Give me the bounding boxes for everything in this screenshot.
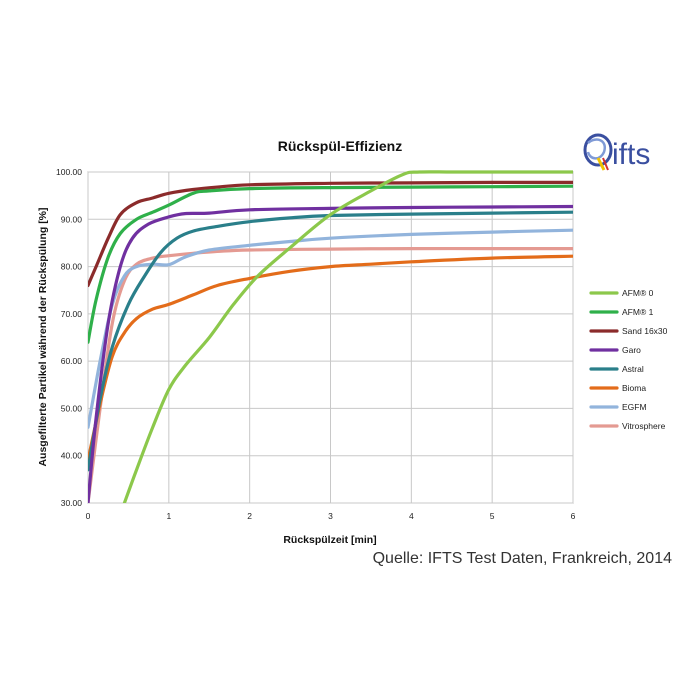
series-line-afm-0 xyxy=(122,170,573,503)
x-axis-label: Rückspülzeit [min] xyxy=(283,534,376,546)
plot-area xyxy=(87,171,574,504)
x-tick-label: 5 xyxy=(490,511,495,521)
y-tick-label: 70.00 xyxy=(61,309,83,319)
legend-label-afm-0: AFM® 0 xyxy=(622,288,654,298)
legend-label-bioma: Bioma xyxy=(622,383,646,393)
y-tick-label: 80.00 xyxy=(61,262,83,272)
legend-label-sand-16x30: Sand 16x30 xyxy=(622,326,668,336)
axis-ticks: 0 1 2 3 4 5 6 30.00 40.00 50.00 60.00 70.00 80.00 90.… xyxy=(56,167,576,521)
series-line-astral xyxy=(88,210,573,472)
y-tick-label: 60.00 xyxy=(61,356,83,366)
logo-text: ifts xyxy=(612,138,650,171)
series-lines xyxy=(88,170,573,503)
y-tick-label: 90.00 xyxy=(61,214,83,224)
x-tick-label: 0 xyxy=(86,511,91,521)
legend-label-afm-1: AFM® 1 xyxy=(622,307,654,317)
ifts-logo: ifts xyxy=(583,133,650,171)
y-tick-label: 30.00 xyxy=(61,498,83,508)
source-note: Quelle: IFTS Test Daten, Frankreich, 201… xyxy=(373,550,673,567)
legend-label-vitrosphere: Vitrosphere xyxy=(622,421,666,431)
legend-label-egfm: EGFM xyxy=(622,402,647,412)
y-tick-label: 100.00 xyxy=(56,167,82,177)
legend-label-astral: Astral xyxy=(622,364,644,374)
x-tick-label: 6 xyxy=(571,511,576,521)
series-line-vitrosphere xyxy=(88,246,573,503)
series-line-afm-1 xyxy=(88,184,573,344)
x-tick-label: 4 xyxy=(409,511,414,521)
legend: AFM® 0 AFM® 1 Sand 16x30 Garo Astral Bioma EGF… xyxy=(589,288,668,431)
logo-swirl-outer xyxy=(583,133,613,167)
series-line-bioma xyxy=(88,254,573,462)
logo-swirl-inner xyxy=(586,138,607,160)
logo-flag-stroke-red xyxy=(602,157,609,171)
legend-label-garo: Garo xyxy=(622,345,641,355)
x-tick-label: 3 xyxy=(328,511,333,521)
x-tick-label: 1 xyxy=(166,511,171,521)
y-axis-label: Ausgefilterte Partikel während der Rücks… xyxy=(37,207,49,466)
chart-title: Rückspül-Effizienz xyxy=(278,138,402,154)
x-tick-label: 2 xyxy=(247,511,252,521)
series-line-sand-16x30 xyxy=(88,180,573,288)
y-tick-label: 40.00 xyxy=(61,451,83,461)
logo-flag-stroke xyxy=(596,157,606,171)
series-line-egfm xyxy=(88,228,573,429)
series-line-garo xyxy=(88,204,573,503)
y-tick-label: 50.00 xyxy=(61,403,83,413)
